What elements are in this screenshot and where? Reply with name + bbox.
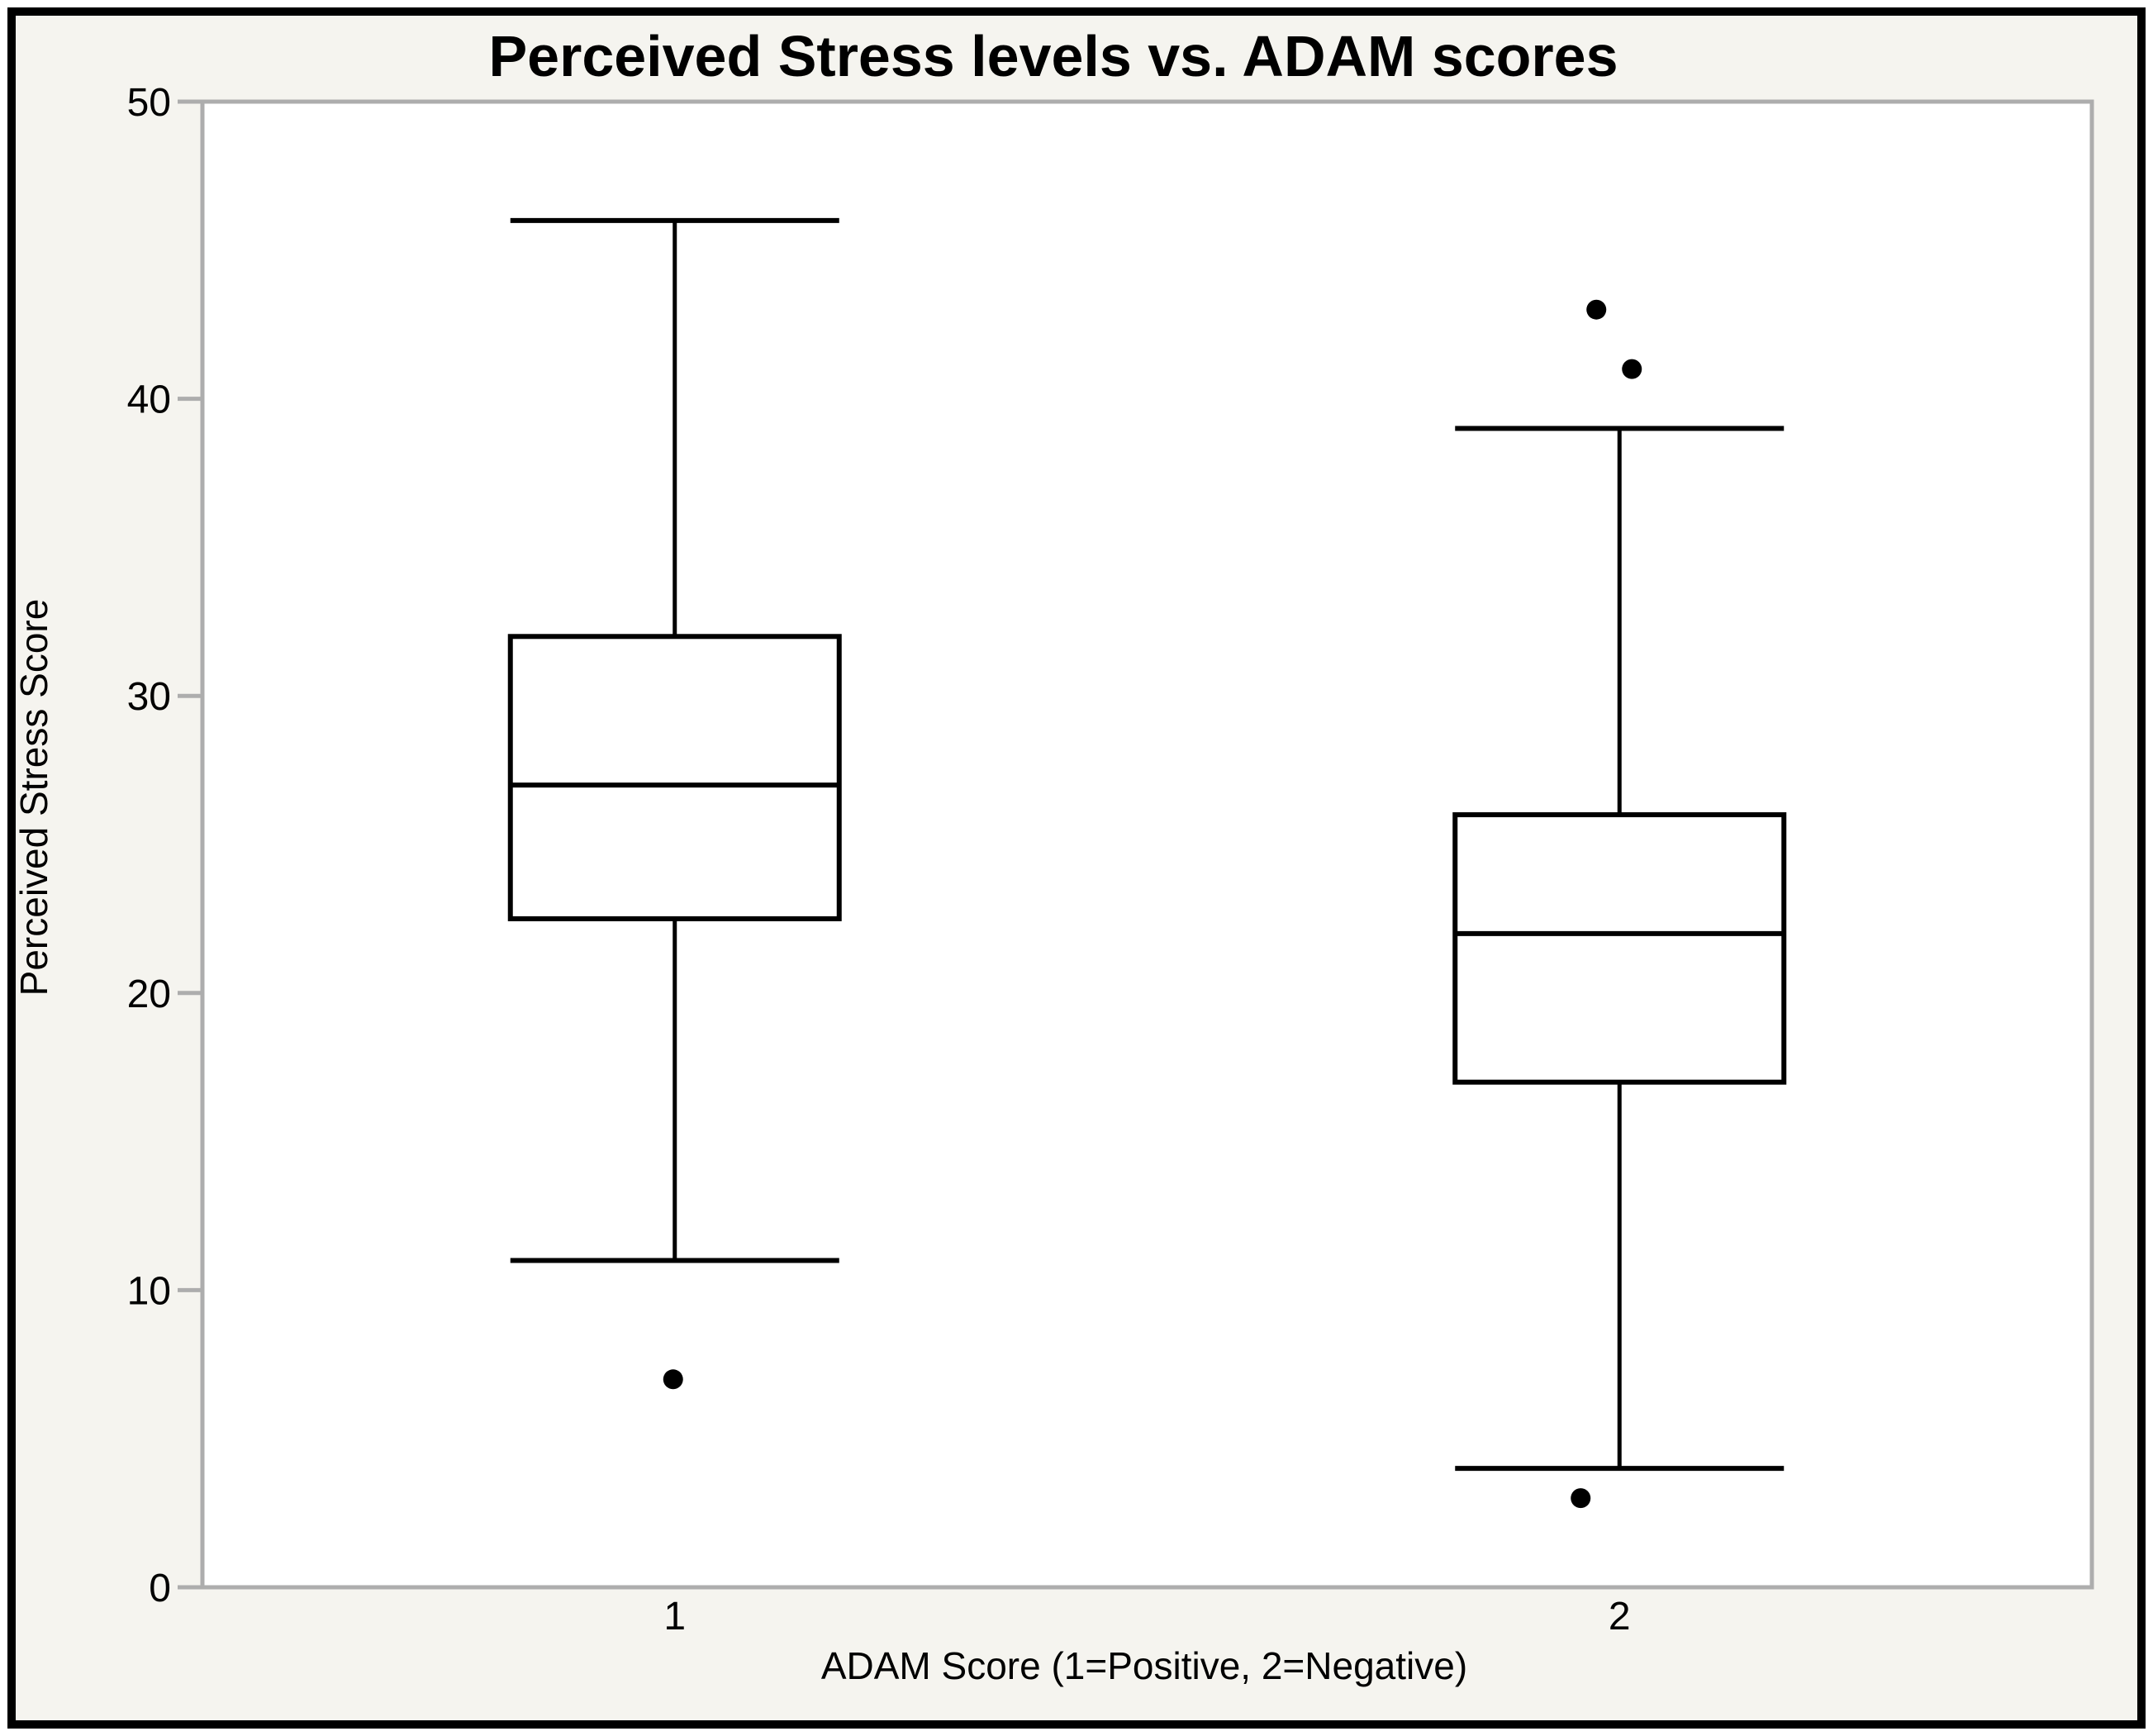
chart-title: Perceived Stress levels vs. ADAM scores bbox=[488, 24, 1618, 88]
outlier-dot bbox=[663, 1369, 683, 1390]
boxplot-group-2 bbox=[1452, 299, 1787, 1509]
iqr-box bbox=[1452, 812, 1787, 1085]
x-axis-title: ADAM Score (1=Positive, 2=Negative) bbox=[821, 1644, 1467, 1687]
y-axis-ticks: 0 10 20 30 40 50 bbox=[127, 81, 202, 1610]
y-tick-label: 50 bbox=[127, 81, 171, 125]
y-axis-title: Perceived Stress Score bbox=[12, 599, 55, 996]
outlier-dot bbox=[1571, 1488, 1591, 1509]
y-tick-label: 0 bbox=[149, 1567, 171, 1610]
y-tick-label: 40 bbox=[127, 378, 171, 422]
iqr-box bbox=[507, 634, 842, 921]
outlier-dot bbox=[1622, 359, 1642, 379]
y-tick-label: 10 bbox=[127, 1269, 171, 1313]
boxplot-group-1 bbox=[507, 217, 842, 1390]
x-tick-label: 2 bbox=[1609, 1595, 1631, 1638]
plot-area bbox=[200, 99, 2094, 1590]
y-tick-label: 20 bbox=[127, 973, 171, 1016]
boxplot-series bbox=[507, 217, 1787, 1509]
y-tick-label: 30 bbox=[127, 675, 171, 719]
outlier-dot bbox=[1586, 299, 1607, 320]
x-tick-label: 1 bbox=[663, 1595, 686, 1638]
